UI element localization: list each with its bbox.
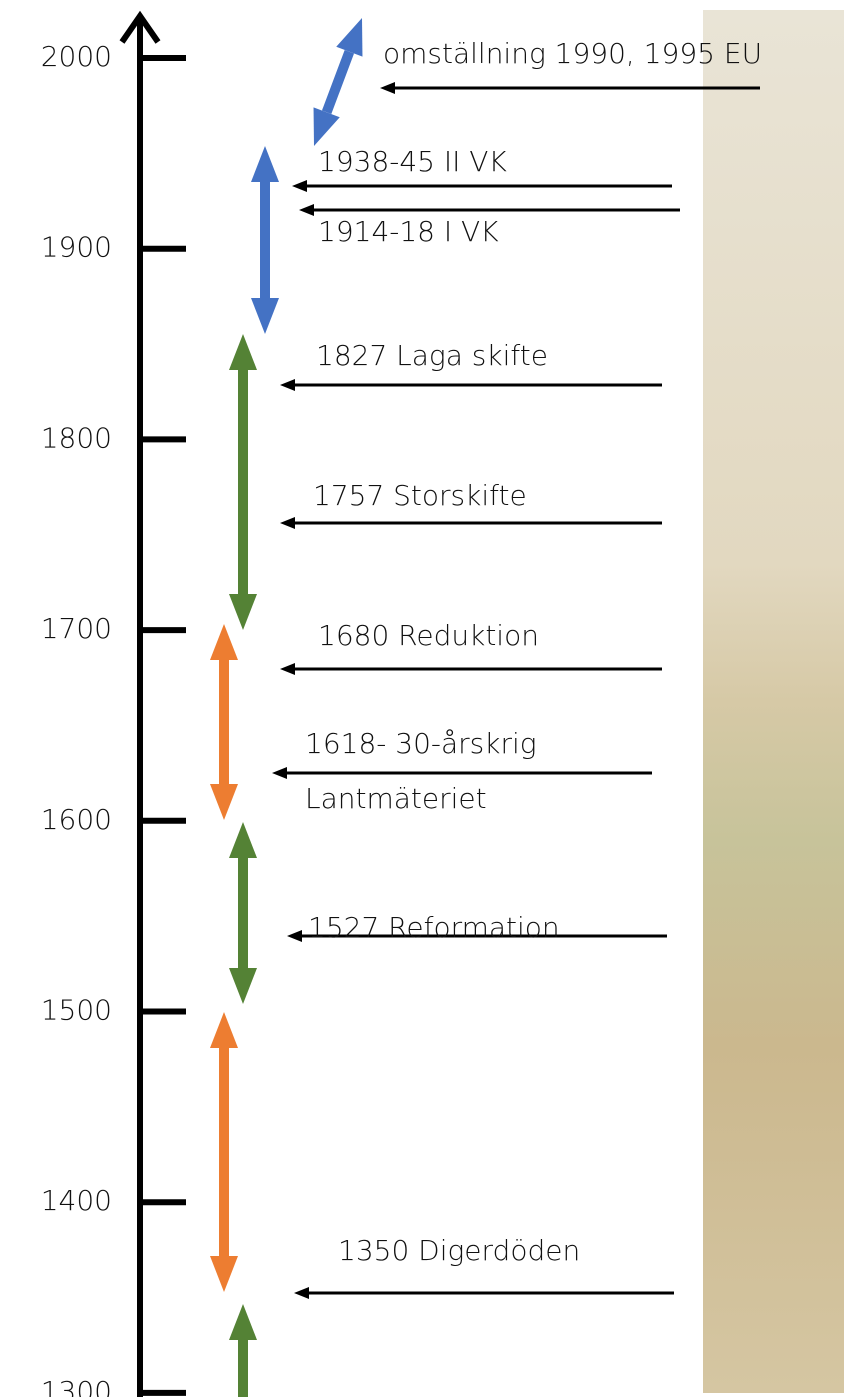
period-arrow-shaft	[327, 52, 350, 113]
tick-label: 1500	[41, 994, 112, 1027]
tick-label: 1300	[41, 1375, 112, 1397]
event-label: 1914-18 I VK	[318, 215, 499, 248]
period-arrow-head	[229, 1304, 257, 1340]
timeline: 2000 1900 1800 1700 1600 1500 1400 1300 omställn…	[0, 0, 844, 1397]
period-arrow-head	[251, 146, 279, 182]
period-arrow-head	[314, 107, 340, 146]
tick-label: 2000	[41, 40, 112, 73]
background-painting	[703, 10, 844, 1393]
event-label: 1618- 30-årskrig	[305, 727, 537, 760]
event-label: 1938-45 II VK	[318, 145, 507, 178]
period-arrow-head	[336, 18, 362, 57]
period-arrow-head	[229, 968, 257, 1004]
event-note: Lantmäteriet	[305, 782, 487, 815]
period-arrow-head	[251, 298, 279, 334]
tick-label: 1800	[41, 421, 112, 454]
period-arrow-head	[210, 1256, 238, 1292]
event-label: 1680 Reduktion	[318, 619, 539, 652]
period-arrow-head	[210, 1012, 238, 1048]
event-label: omställning 1990, 1995 EU	[383, 37, 762, 70]
event-label: 1527 Reformation	[308, 911, 560, 944]
period-arrow-head	[229, 594, 257, 630]
period-arrow-head	[229, 822, 257, 858]
tick-label: 1700	[41, 612, 112, 645]
axis	[122, 16, 158, 1397]
period-arrow-head	[210, 624, 238, 660]
event-label: 1827 Laga skifte	[316, 339, 548, 372]
event-label: 1757 Storskifte	[313, 479, 527, 512]
period-arrow-head	[210, 784, 238, 820]
tick-label: 1600	[41, 803, 112, 836]
event-label: 1350 Digerdöden	[338, 1234, 580, 1267]
tick-label: 1400	[41, 1184, 112, 1217]
tick-label: 1900	[41, 231, 112, 264]
period-arrow-head	[229, 334, 257, 370]
